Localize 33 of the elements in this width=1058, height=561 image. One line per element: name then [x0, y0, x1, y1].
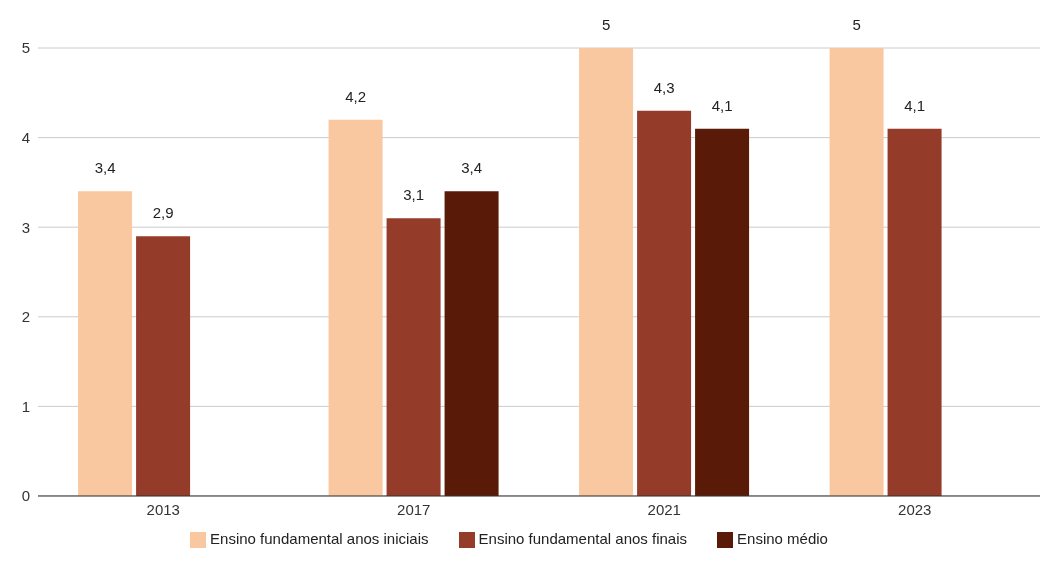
x-tick-label: 2013 — [146, 500, 180, 518]
y-tick-label: 2 — [21, 308, 30, 326]
y-tick-label: 0 — [21, 487, 30, 505]
bar — [444, 191, 499, 496]
data-label: 2,9 — [152, 204, 174, 222]
data-label: 3,4 — [94, 159, 116, 177]
bar — [695, 128, 750, 496]
data-label: 4,3 — [653, 78, 675, 96]
bar — [637, 110, 692, 496]
bar — [829, 48, 884, 496]
data-label: 5 — [852, 16, 861, 33]
legend-label: Ensino médio — [737, 529, 828, 547]
data-label: 3,1 — [403, 186, 425, 204]
data-label: 4,1 — [904, 96, 926, 114]
y-tick-label: 1 — [21, 397, 30, 415]
bar — [328, 119, 383, 496]
x-tick-label: 2021 — [647, 500, 681, 518]
data-label: 4,2 — [345, 87, 367, 105]
bar — [386, 218, 441, 496]
y-tick-label: 5 — [21, 39, 30, 57]
x-tick-label: 2023 — [898, 500, 932, 518]
y-tick-label: 4 — [21, 128, 30, 146]
x-tick-label: 2017 — [397, 500, 431, 518]
y-tick-label: 3 — [21, 218, 30, 236]
data-label: 5 — [601, 16, 611, 33]
legend-label: Ensino fundamental anos finais — [478, 529, 688, 547]
legend-label: Ensino fundamental anos iniciais — [210, 529, 429, 547]
bar — [78, 191, 133, 496]
data-label: 4,1 — [711, 96, 733, 114]
bar — [579, 48, 634, 496]
data-label: 3,4 — [461, 159, 483, 177]
bar — [136, 236, 191, 496]
bar — [887, 128, 942, 496]
